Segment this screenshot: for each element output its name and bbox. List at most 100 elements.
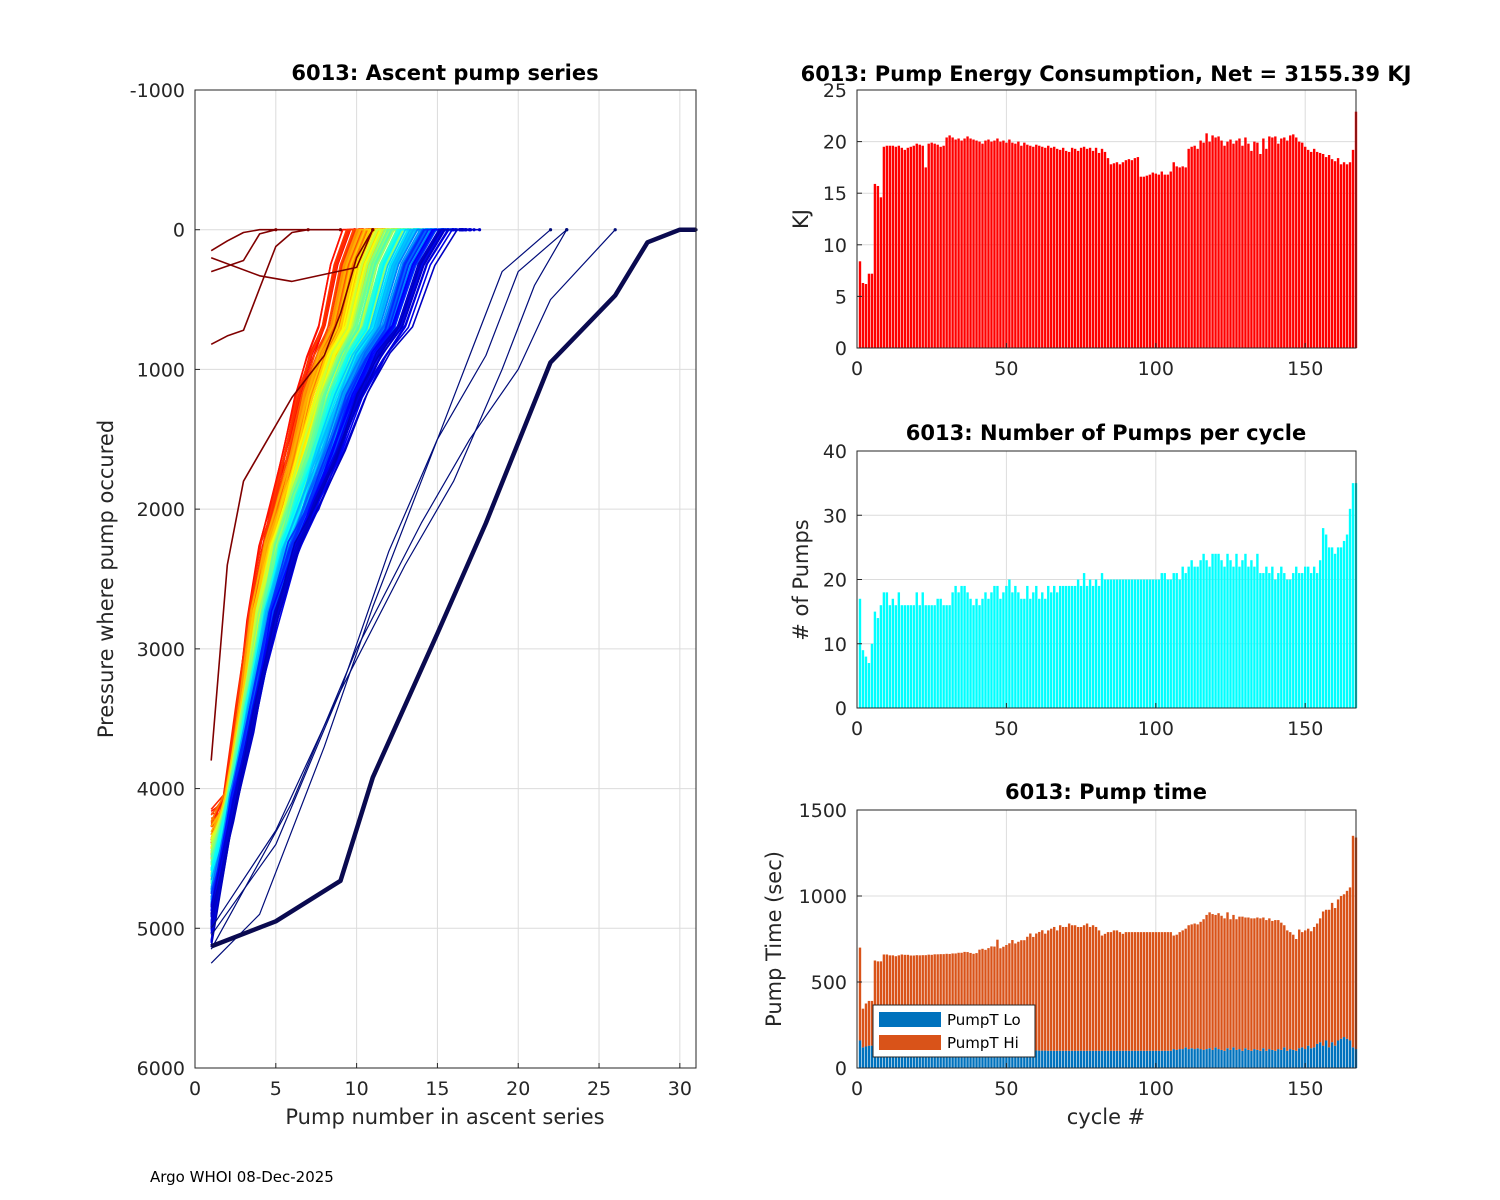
- n-bar: [1014, 585, 1017, 708]
- e-bar: [1211, 135, 1214, 348]
- ascent-pump-chart: 6013: Ascent pump series 0 5 10 15 20 25 30 -10…: [94, 61, 698, 1129]
- e-bar: [1145, 175, 1149, 348]
- n-bar: [864, 656, 868, 708]
- t-bar-lo: [864, 1046, 868, 1068]
- e-bar: [1345, 164, 1349, 348]
- ascent-series-line-end-marker: [565, 228, 569, 232]
- t-bar-hi: [1321, 911, 1325, 1046]
- t-bar-lo: [1002, 1049, 1005, 1068]
- n-bar: [1220, 560, 1223, 708]
- lp-ytick-label: 5000: [137, 918, 185, 940]
- t-bar-lo: [921, 1048, 924, 1068]
- t-bar-hi: [1032, 936, 1035, 1051]
- e-bar: [921, 145, 924, 348]
- t-bar-lo: [1205, 1049, 1208, 1068]
- pump-time-chart-ylabel: Pump Time (sec): [762, 851, 786, 1027]
- t-bar-lo: [1217, 1049, 1220, 1068]
- e-bar: [1262, 138, 1265, 348]
- t-bar-hi: [1124, 932, 1128, 1051]
- n-bar: [891, 598, 895, 708]
- e-bar: [1118, 164, 1122, 348]
- t-bar-hi: [1082, 925, 1086, 1051]
- t-bar-hi: [924, 955, 927, 1049]
- e-bar: [1283, 137, 1286, 348]
- t-bar-hi: [1318, 918, 1322, 1043]
- n-bar: [945, 605, 948, 708]
- n-bar: [1196, 566, 1199, 708]
- e-bar: [1064, 150, 1068, 348]
- ascent-series-line: [210, 228, 437, 922]
- lp-ytick-label: -1000: [130, 80, 185, 102]
- e-bar: [942, 145, 945, 348]
- t-bar-hi: [1301, 932, 1304, 1048]
- t-bar-hi: [1085, 923, 1089, 1051]
- t-bar-hi: [882, 954, 886, 1046]
- t-bar-hi: [1196, 924, 1199, 1049]
- legend-swatch-hi: [879, 1035, 941, 1050]
- e-bar: [1217, 136, 1220, 348]
- t-bar-hi: [879, 961, 883, 1046]
- n-bar: [1044, 598, 1047, 708]
- e-bar: [1026, 144, 1029, 348]
- n-bar: [1130, 579, 1134, 708]
- t-bar-lo: [1082, 1050, 1086, 1068]
- e-bar: [1017, 141, 1020, 348]
- t-bar-lo: [1184, 1047, 1187, 1068]
- t-bar-lo: [1130, 1050, 1134, 1068]
- t-bar-lo: [1058, 1050, 1062, 1068]
- e-bar: [1109, 164, 1113, 348]
- e-bar: [1002, 140, 1005, 348]
- t-bar-lo: [981, 1049, 984, 1068]
- n-bar: [915, 592, 918, 708]
- e-bar: [1136, 157, 1140, 348]
- e-bar: [1127, 159, 1131, 348]
- t-bar-hi: [1079, 926, 1083, 1051]
- ascent-series-line-end-marker: [613, 228, 617, 232]
- t-bar-lo: [1229, 1049, 1232, 1068]
- n-bar: [1109, 579, 1113, 708]
- e-bar: [936, 144, 939, 348]
- t-bar-lo: [1214, 1047, 1217, 1068]
- n-bar: [1214, 553, 1217, 708]
- e-bar: [1274, 136, 1277, 348]
- t-bar-lo: [942, 1048, 945, 1068]
- n-bar: [1085, 585, 1089, 708]
- n-bar: [1166, 579, 1169, 708]
- t-bar-hi: [1184, 928, 1187, 1048]
- t-bar-hi: [1190, 924, 1193, 1049]
- t-bar-hi: [1139, 932, 1143, 1051]
- n-bar: [987, 598, 990, 708]
- t-bar-hi: [1091, 925, 1095, 1051]
- t-bar-lo: [1187, 1049, 1190, 1068]
- e-bar: [1130, 160, 1134, 348]
- t-bar-lo: [1178, 1049, 1181, 1068]
- t-bar-hi: [1112, 930, 1116, 1051]
- t-bar-lo: [1342, 1037, 1346, 1068]
- e-bar: [945, 137, 948, 348]
- t-bar-hi: [1187, 925, 1190, 1050]
- t-bar-hi: [1029, 933, 1032, 1051]
- t-bar-hi: [1163, 932, 1166, 1051]
- n-bar: [999, 598, 1002, 708]
- e-bar: [1124, 160, 1128, 348]
- t-bar-lo: [990, 1049, 993, 1068]
- t-bar-lo: [1127, 1050, 1131, 1068]
- pumps-chart-bars: [858, 483, 1358, 708]
- n-bar: [1061, 585, 1065, 708]
- e-bar: [948, 135, 951, 348]
- n-bar: [1145, 579, 1149, 708]
- pumps-count-chart: 6013: Number of Pumps per cycle 0 50 100 15…: [789, 421, 1358, 740]
- legend-label-hi: PumpT Hi: [947, 1034, 1019, 1052]
- t-bar-hi: [993, 946, 996, 1050]
- n-bar: [948, 605, 951, 708]
- t-bar-hi: [1115, 930, 1119, 1051]
- t-bar-lo: [1079, 1050, 1083, 1068]
- t-bar-hi: [1094, 926, 1098, 1051]
- n-bar: [1178, 579, 1181, 708]
- t-bar-lo: [1351, 1047, 1355, 1068]
- t-bar-lo: [1247, 1049, 1250, 1068]
- e-bar: [1309, 151, 1313, 348]
- t-bar-hi: [1175, 934, 1178, 1050]
- n-bar: [1058, 585, 1062, 708]
- e-bar: [1023, 142, 1026, 348]
